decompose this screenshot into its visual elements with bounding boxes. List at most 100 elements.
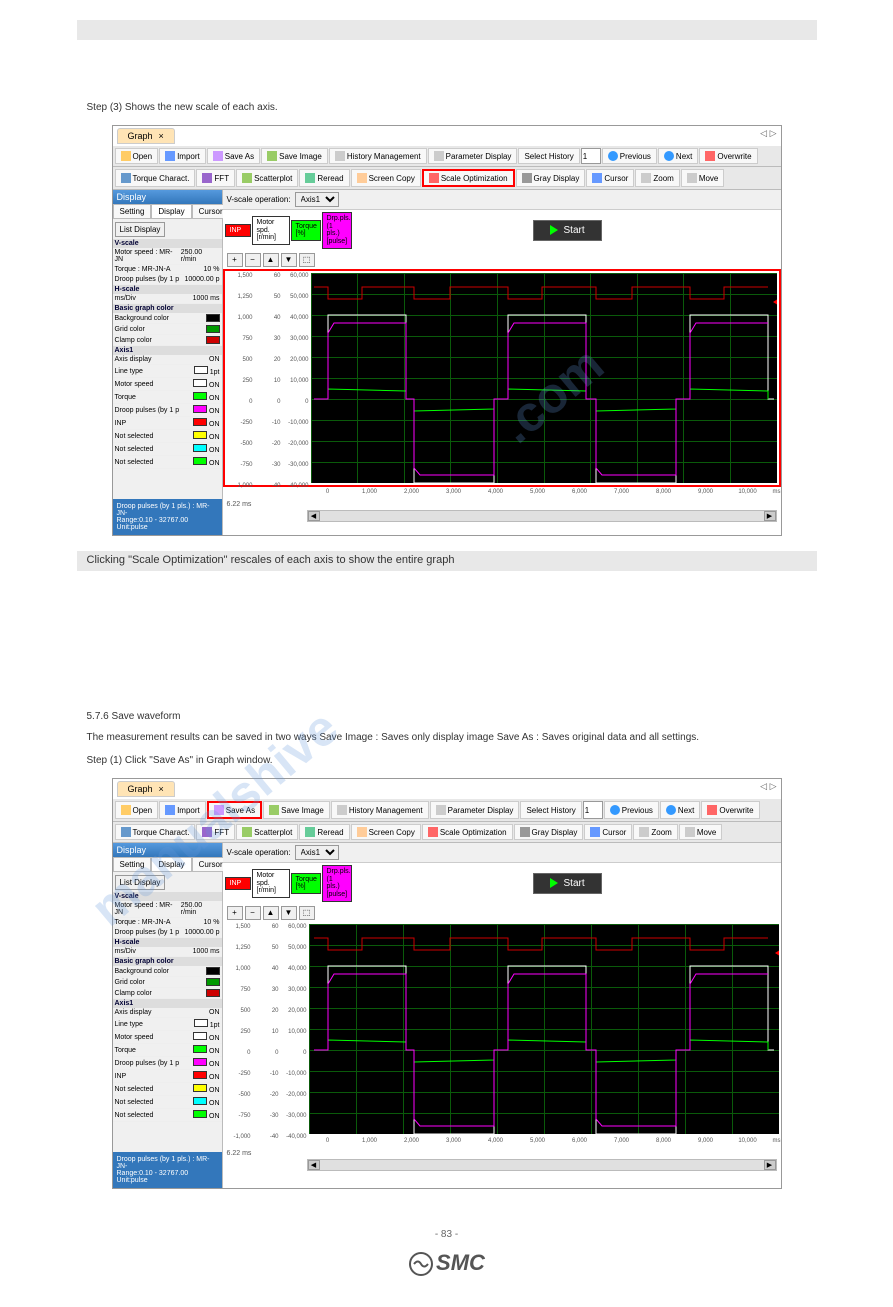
row-trace-ns2: Not selected ON [113, 1096, 222, 1109]
clamp-color-swatch[interactable] [206, 336, 220, 344]
reread-button[interactable]: Reread [299, 824, 349, 840]
list-display-button[interactable]: List Display [115, 875, 166, 890]
import-button[interactable]: Import [159, 801, 206, 819]
save-as-button[interactable]: Save As [207, 148, 260, 164]
cursor-button[interactable]: Cursor [586, 169, 634, 187]
torque-button[interactable]: Torque Charact. [115, 169, 196, 187]
zoom-button[interactable]: Zoom [635, 169, 679, 187]
start-button[interactable]: Start [533, 873, 602, 894]
start-button[interactable]: Start [533, 220, 602, 241]
move-button[interactable]: Move [681, 169, 725, 187]
vscale-op-label: V-scale operation: [227, 848, 291, 857]
zoom-out[interactable]: − [245, 906, 261, 920]
scatter-button[interactable]: Scatterplot [236, 824, 298, 840]
section-2-desc: The measurement results can be saved in … [77, 730, 817, 745]
zoom-up[interactable]: ▲ [263, 906, 279, 920]
scroll-right-icon[interactable]: ▶ [764, 511, 776, 521]
prev-icon [608, 151, 618, 161]
previous-button[interactable]: Previous [604, 801, 659, 819]
history-number-input[interactable] [581, 148, 601, 164]
fft-button[interactable]: FFT [196, 169, 235, 187]
next-button[interactable]: Next [658, 148, 698, 164]
zoom-in[interactable]: + [227, 906, 243, 920]
torque-button[interactable]: Torque Charact. [115, 824, 196, 840]
next-button[interactable]: Next [660, 801, 700, 819]
zoom-in[interactable]: + [227, 253, 243, 267]
scale-opt-button[interactable]: Scale Optimization [422, 824, 513, 840]
scroll-left-icon[interactable]: ◀ [308, 1160, 320, 1170]
sidebar-tabs: Setting Display Cursor [113, 204, 222, 219]
gray-icon [520, 827, 530, 837]
scale-opt-button[interactable]: Scale Optimization [422, 169, 515, 187]
overwrite-button[interactable]: Overwrite [699, 148, 757, 164]
chart-canvas[interactable] [309, 924, 779, 1134]
scroll-left-icon[interactable]: ◀ [308, 511, 320, 521]
sidebar-footer: Droop pulses (by 1 pls.) : MR-JN-Range:0… [113, 499, 222, 535]
save-as-button[interactable]: Save As [207, 801, 262, 819]
open-button[interactable]: Open [115, 148, 159, 164]
zoom-button[interactable]: Zoom [633, 824, 677, 840]
zoom-fit[interactable]: ⬚ [299, 253, 315, 267]
gray-display-button[interactable]: Gray Display [516, 169, 586, 187]
window-tab-bar: Graph× ◁ ▷ [113, 126, 781, 146]
zoom-fit[interactable]: ⬚ [299, 906, 315, 920]
reread-button[interactable]: Reread [299, 169, 349, 187]
row-droop-scale: Droop pulses (by 1 p10000.00 p [113, 928, 222, 938]
gray-display-button[interactable]: Gray Display [514, 824, 584, 840]
screen-copy-button[interactable]: Screen Copy [351, 169, 421, 187]
scroll-right-icon[interactable]: ▶ [764, 1160, 776, 1170]
sidebar-tab-display[interactable]: Display [151, 204, 191, 219]
sidebar-tab-display[interactable]: Display [151, 857, 191, 872]
h-scrollbar[interactable]: ◀ ▶ [307, 510, 777, 522]
play-icon [550, 225, 558, 235]
zoom-up[interactable]: ▲ [263, 253, 279, 267]
row-trace-ns1: Not selected ON [113, 430, 222, 443]
zoom-icon [641, 173, 651, 183]
save-image-button[interactable]: Save Image [263, 801, 330, 819]
section-bar: Clicking "Scale Optimization" rescales o… [77, 551, 817, 571]
chart-canvas[interactable] [311, 273, 777, 483]
tab-close-icon[interactable]: × [159, 131, 164, 141]
tab-close-icon[interactable]: × [159, 784, 164, 794]
bg-color-swatch[interactable] [206, 314, 220, 322]
axis-select[interactable]: Axis1 [295, 192, 339, 207]
screen-copy-button[interactable]: Screen Copy [351, 824, 421, 840]
list-display-button[interactable]: List Display [115, 222, 166, 237]
sidebar-tab-setting[interactable]: Setting [113, 857, 152, 872]
h-scrollbar[interactable]: ◀ ▶ [307, 1159, 777, 1171]
axis-select[interactable]: Axis1 [295, 845, 339, 860]
tab-nav-icons[interactable]: ◁ ▷ [760, 128, 776, 139]
scatter-button[interactable]: Scatterplot [236, 169, 298, 187]
fft-button[interactable]: FFT [196, 824, 235, 840]
tab-graph[interactable]: Graph× [117, 781, 175, 797]
move-button[interactable]: Move [679, 824, 723, 840]
cursor-button[interactable]: Cursor [584, 824, 632, 840]
row-trace-droop: Droop pulses (by 1 p ON [113, 1057, 222, 1070]
open-button[interactable]: Open [115, 801, 159, 819]
row-axis-display: Axis displayON [113, 355, 222, 365]
tab-nav-icons[interactable]: ◁ ▷ [760, 781, 776, 792]
section-text: Step (3) Shows the new scale of each axi… [77, 100, 817, 115]
copy-icon [357, 827, 367, 837]
history-mgmt-button[interactable]: History Management [329, 148, 427, 164]
history-mgmt-button[interactable]: History Management [331, 801, 429, 819]
zoom-down[interactable]: ▼ [281, 906, 297, 920]
zoom-down[interactable]: ▼ [281, 253, 297, 267]
import-button[interactable]: Import [159, 148, 206, 164]
overwrite-button[interactable]: Overwrite [701, 801, 759, 819]
grid-color-swatch[interactable] [206, 325, 220, 333]
workspace: Display Setting Display Cursor List Disp… [113, 843, 781, 1188]
param-display-button[interactable]: Parameter Display [430, 801, 520, 819]
toolbar-row-1: Open Import Save As Save Image History M… [113, 146, 781, 167]
vscale-op-bar: V-scale operation: Axis1 [223, 190, 781, 210]
row-trace-ns3: Not selected ON [113, 456, 222, 469]
zoom-out[interactable]: − [245, 253, 261, 267]
sidebar-tab-setting[interactable]: Setting [113, 204, 152, 219]
history-number-input[interactable] [583, 801, 603, 819]
param-display-button[interactable]: Parameter Display [428, 148, 518, 164]
previous-button[interactable]: Previous [602, 148, 657, 164]
row-axis-display: Axis displayON [113, 1008, 222, 1018]
zoom-icon [639, 827, 649, 837]
save-image-button[interactable]: Save Image [261, 148, 328, 164]
tab-graph[interactable]: Graph× [117, 128, 175, 144]
